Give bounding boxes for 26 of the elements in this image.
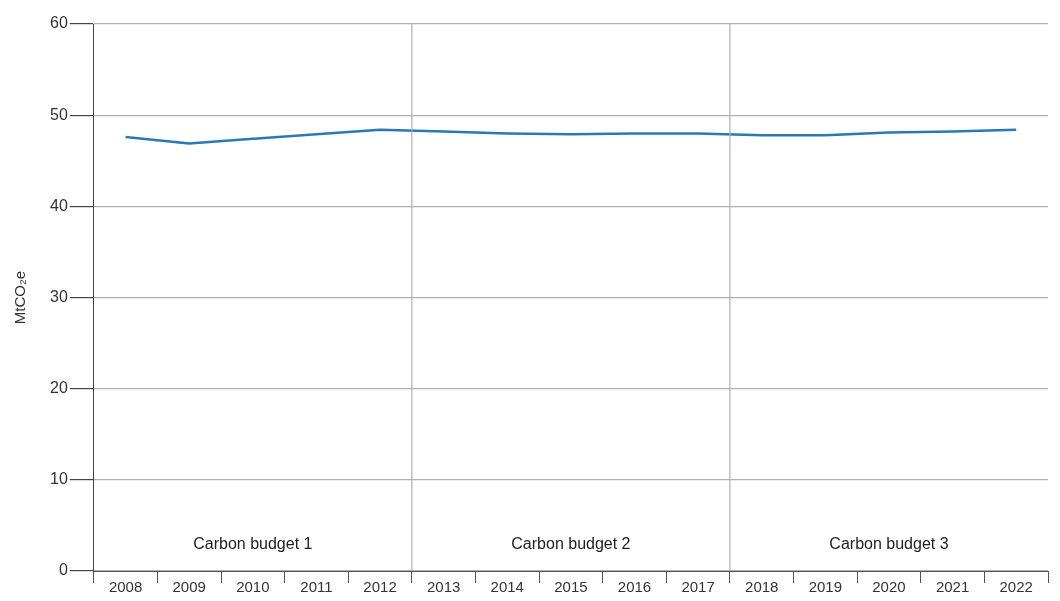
x-tick-label: 2015 [554, 578, 588, 596]
y-axis-title: MtCO₂e [11, 270, 29, 325]
x-tick-label: 2009 [172, 578, 206, 596]
y-tick-label: 20 [50, 379, 68, 397]
x-tick-label: 2010 [236, 578, 270, 596]
annotation: Carbon budget 1 [193, 535, 313, 553]
y-tick-label: 10 [50, 470, 68, 488]
x-tick-label: 2022 [999, 578, 1033, 596]
x-tick-label: 2012 [363, 578, 397, 596]
annotation: Carbon budget 2 [511, 535, 631, 553]
y-tick-label: 30 [50, 287, 68, 305]
x-tick-label: 2020 [872, 578, 906, 596]
x-tick-label: 2014 [490, 578, 524, 596]
x-tick-label: 2008 [108, 578, 143, 596]
x-tick-label: 2019 [808, 578, 843, 596]
x-tick-label: 2017 [681, 578, 715, 596]
x-tick-label: 2013 [426, 578, 461, 596]
y-tick-label: 40 [50, 196, 68, 214]
x-tick-label: 2021 [935, 578, 970, 596]
x-tick-label: 2011 [300, 578, 333, 596]
y-tick-label: 50 [50, 105, 68, 123]
y-tick-label: 0 [58, 561, 68, 579]
x-tick-label: 2018 [745, 578, 779, 596]
annotation: Carbon budget 3 [829, 535, 949, 553]
y-tick-label: 60 [50, 14, 68, 32]
x-tick-label: 2016 [617, 578, 652, 596]
